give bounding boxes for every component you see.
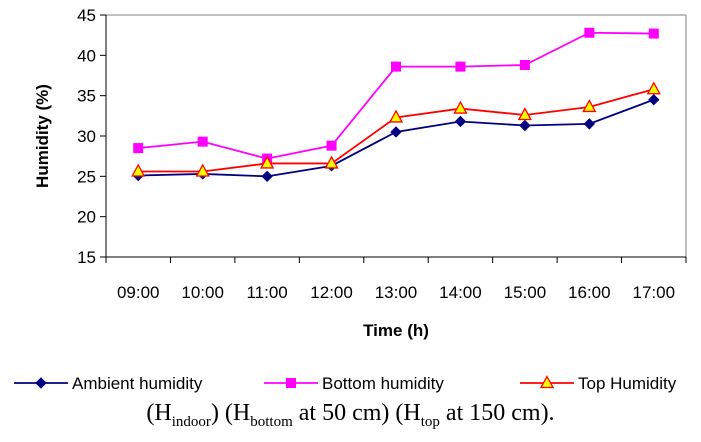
humidity-line-chart: 15 20 25 30 35 40 45 09:00 10:00 11:00 12:00 13:00… bbox=[14, 6, 687, 393]
x-tick-label: 17:00 bbox=[633, 283, 676, 302]
x-axis-title: Time (h) bbox=[363, 321, 429, 340]
x-tick-label: 13:00 bbox=[375, 283, 418, 302]
y-tick-label: 40 bbox=[77, 46, 96, 65]
top-humidity-point bbox=[582, 99, 597, 113]
ambient-humidity-point bbox=[648, 93, 660, 106]
legend-item-ambient: Ambient humidity bbox=[14, 374, 203, 393]
x-tick-label: 16:00 bbox=[568, 283, 611, 302]
legend-marker bbox=[35, 377, 47, 389]
top-humidity-point bbox=[517, 107, 532, 121]
x-tick-label: 10:00 bbox=[181, 283, 224, 302]
y-tick-label: 15 bbox=[77, 248, 96, 267]
ambient-humidity-point bbox=[390, 126, 402, 138]
y-tick-label: 20 bbox=[77, 208, 96, 227]
legend: Ambient humidity Bottom humidity Top Humid… bbox=[14, 374, 677, 393]
bottom-humidity-point bbox=[648, 28, 659, 39]
bottom-humidity-point bbox=[197, 136, 208, 147]
x-tick-label: 09:00 bbox=[117, 283, 160, 302]
legend-label: Top Humidity bbox=[578, 374, 677, 393]
top-humidity-point bbox=[388, 109, 404, 123]
legend-label: Ambient humidity bbox=[72, 374, 203, 393]
caption-h-top: Htop at 150 cm bbox=[403, 400, 541, 430]
bottom-humidity-point bbox=[133, 143, 144, 154]
top-humidity-point bbox=[195, 163, 210, 177]
ambient-humidity-point bbox=[454, 115, 467, 128]
legend-marker bbox=[539, 375, 555, 389]
legend-item-bottom: Bottom humidity bbox=[264, 374, 444, 393]
top-humidity-point bbox=[453, 100, 468, 114]
x-axis: 09:00 10:00 11:00 12:00 13:00 14:00 15:00 16:00… bbox=[105, 256, 687, 302]
legend-marker bbox=[286, 378, 296, 388]
ambient-humidity-point bbox=[519, 119, 531, 132]
ambient-humidity-point bbox=[583, 118, 596, 130]
x-tick-label: 12:00 bbox=[310, 283, 353, 302]
top-humidity-point bbox=[646, 81, 661, 95]
figure-caption: (Hindoor) (Hbottom at 50 cm) (Htop at 15… bbox=[146, 400, 555, 430]
bottom-humidity-point bbox=[519, 60, 530, 71]
top-humidity-point bbox=[324, 155, 339, 169]
caption-h-bottom: Hbottom at 50 cm bbox=[232, 400, 382, 430]
x-tick-label: 15:00 bbox=[504, 283, 547, 302]
y-axis: 15 20 25 30 35 40 45 bbox=[77, 6, 107, 267]
x-tick-label: 11:00 bbox=[246, 283, 287, 302]
y-tick-label: 45 bbox=[77, 6, 96, 25]
ambient-humidity-point bbox=[261, 170, 273, 183]
legend-label: Bottom humidity bbox=[322, 374, 444, 393]
top-humidity-series bbox=[131, 81, 661, 177]
legend-item-top: Top Humidity bbox=[520, 374, 677, 393]
bottom-humidity-point bbox=[584, 27, 595, 38]
top-humidity-point bbox=[260, 155, 275, 169]
bottom-humidity-point bbox=[326, 140, 337, 151]
x-tick-label: 14:00 bbox=[439, 283, 482, 302]
series-layer bbox=[131, 27, 661, 183]
bottom-humidity-point bbox=[455, 61, 466, 72]
y-tick-label: 25 bbox=[77, 167, 96, 186]
y-tick-label: 30 bbox=[77, 127, 96, 146]
bottom-humidity-point bbox=[391, 61, 401, 72]
y-tick-label: 35 bbox=[77, 87, 96, 106]
y-axis-title: Humidity (%) bbox=[33, 84, 52, 188]
caption-h-indoor: Hindoor bbox=[154, 400, 211, 430]
top-humidity-point bbox=[131, 163, 146, 177]
